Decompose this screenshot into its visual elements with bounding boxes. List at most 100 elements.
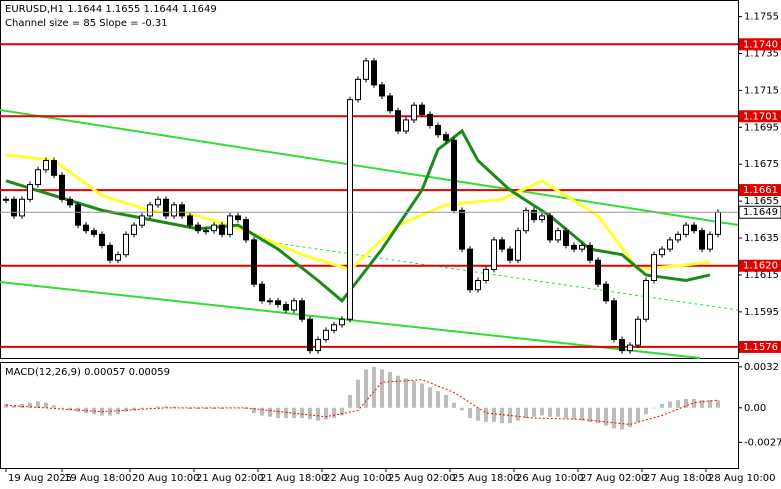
candle [659, 248, 665, 256]
candle [163, 198, 169, 217]
y-tick-label: 1.1695 [744, 122, 779, 133]
macd-bar [620, 407, 624, 430]
candle [571, 244, 577, 250]
candle [683, 224, 689, 235]
macd-bar [284, 407, 288, 419]
level-label-box [739, 184, 781, 197]
macd-bar [316, 407, 320, 421]
macd-bar [492, 407, 496, 422]
macd-bar [4, 403, 8, 408]
macd-bar [356, 379, 360, 408]
candle [379, 84, 385, 97]
macd-bar [196, 407, 200, 410]
candle [491, 239, 497, 270]
macd-bar [396, 375, 400, 408]
x-tick-label: 19 Aug 2025 [8, 473, 72, 484]
candle [347, 99, 353, 320]
level-label: 1.1576 [743, 342, 778, 353]
macd-bar [524, 407, 528, 419]
candle [123, 233, 129, 256]
macd-bar [508, 407, 512, 424]
candle [675, 233, 681, 241]
candle [211, 224, 217, 232]
macd-bar [436, 391, 440, 408]
candle [3, 198, 9, 201]
y-tick-label: 1.1595 [744, 307, 779, 318]
candle [219, 224, 225, 235]
candle [667, 239, 673, 250]
candle [307, 318, 313, 352]
candle [715, 211, 721, 235]
macd-signal [5, 379, 719, 425]
macd-bar [388, 371, 392, 408]
last-price-label: 1.1649 [743, 207, 778, 218]
macd-bar [252, 407, 256, 413]
candle [19, 198, 25, 217]
macd-bar [708, 400, 712, 408]
macd-bar [412, 380, 416, 408]
y2-tick-label: -0.0027 [744, 437, 781, 448]
macd-bar [156, 406, 160, 408]
candle [363, 60, 369, 80]
macd-panel [0, 362, 739, 469]
candle [227, 215, 233, 235]
macd-bar [612, 407, 616, 429]
macd-bar [676, 400, 680, 408]
candle [147, 204, 153, 217]
macd-bar [364, 369, 368, 408]
macd-bar [596, 407, 600, 424]
candle [579, 244, 585, 250]
macd-label: MACD(12,26,9) 0.00057 0.00059 [5, 367, 170, 378]
macd-bar [220, 407, 224, 410]
candle [475, 279, 481, 291]
macd-bar [476, 407, 480, 421]
candle [35, 169, 41, 186]
level-label: 1.1740 [743, 39, 778, 50]
candle [267, 300, 273, 303]
x-tick-label: 19 Aug 18:00 [64, 473, 131, 484]
x-tick-label: 27 Aug 02:00 [580, 473, 647, 484]
candle [563, 230, 569, 246]
y-tick-label: 1.1655 [744, 196, 779, 207]
macd-bar [548, 407, 552, 417]
macd-bar [468, 407, 472, 419]
candle [627, 344, 633, 352]
candle [547, 215, 553, 241]
candle [171, 204, 177, 217]
candle [611, 300, 617, 341]
candle [403, 119, 409, 132]
macd-bar [692, 398, 696, 408]
candle [499, 239, 505, 250]
macd-bar [172, 406, 176, 408]
candle [643, 279, 649, 320]
macd-bar [572, 407, 576, 420]
candle [459, 209, 465, 250]
macd-bar [268, 407, 272, 417]
macd-bar [420, 383, 424, 408]
macd-bar [428, 387, 432, 408]
macd-bar [188, 407, 192, 410]
chart-title: EURUSD,H1 1.1644 1.1655 1.1644 1.1649 [5, 4, 217, 15]
candle [707, 233, 713, 250]
macd-bar [556, 407, 560, 417]
candle [91, 230, 97, 235]
candle [139, 215, 145, 226]
macd-bar [244, 407, 248, 410]
macd-bar [716, 400, 720, 408]
candle [595, 259, 601, 285]
y2-tick-label: 0.0032 [744, 362, 779, 373]
x-tick-label: 27 Aug 18:00 [644, 473, 711, 484]
macd-bar [28, 402, 32, 408]
macd-bar [52, 405, 56, 408]
macd-bar [212, 407, 216, 410]
macd-bar [564, 407, 568, 419]
candle [603, 283, 609, 302]
channel-upper [0, 109, 739, 226]
candle [339, 318, 345, 326]
macd-bar [660, 403, 664, 408]
candle [323, 329, 329, 341]
candle [355, 78, 361, 101]
y-tick-label: 1.1615 [744, 270, 779, 281]
macd-bar [132, 407, 136, 411]
